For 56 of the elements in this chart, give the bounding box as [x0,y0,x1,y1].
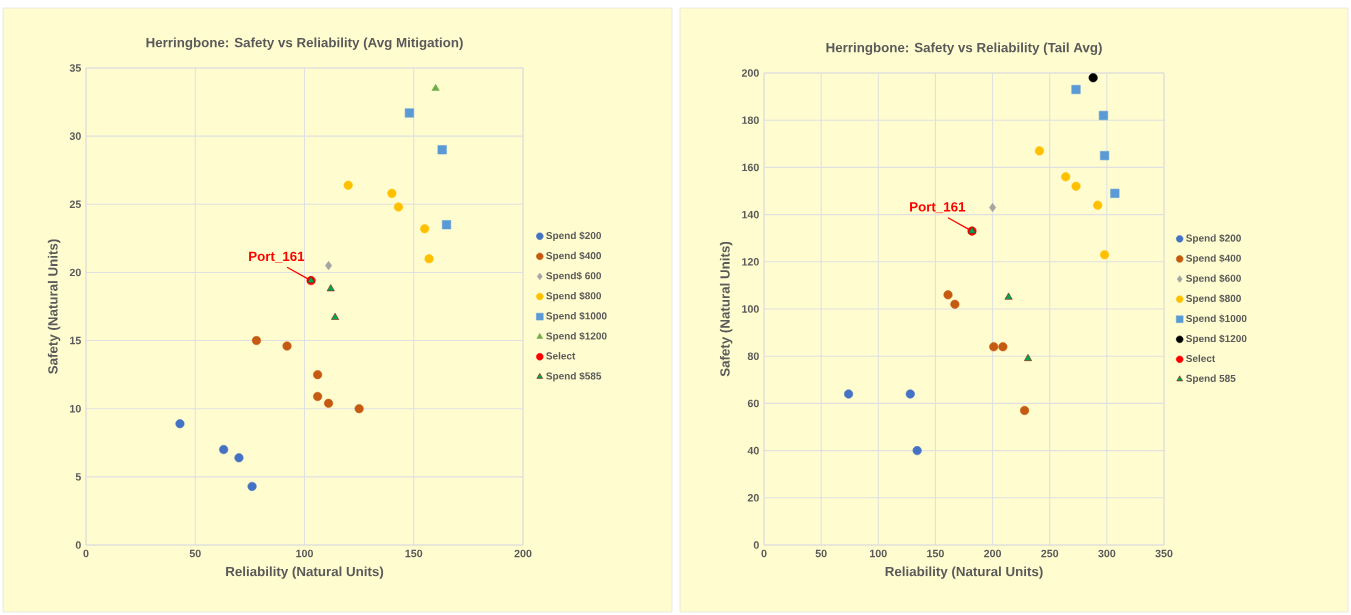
y-tick-label: 200 [741,69,759,77]
legend-label: Spend $1000 [1186,314,1247,324]
legend-label: Spend $200 [1186,234,1241,244]
legend-label: Spend$ 600 [546,271,602,282]
y-tick-label: 160 [742,163,759,172]
y-axis-title: Safety (Natural Units) [719,241,733,377]
chart-title: Herringbone: Safety vs Reliability (Tail Avg) [826,42,1102,55]
y-tick-label: 10 [70,404,81,413]
legend-label: Spend $1200 [1186,334,1247,345]
legend-label: Spend $1000 [546,311,607,322]
y-tick-label: 20 [69,268,81,277]
y-tick-label: 80 [747,352,759,360]
y-tick-label: 100 [742,305,759,313]
y-tick-label: 5 [75,473,81,481]
x-axis-title: Reliability (Natural Units) [226,566,384,579]
y-tick-label: 15 [70,336,81,345]
x-tick-label: 150 [927,549,944,558]
x-tick-label: 150 [405,549,423,558]
x-tick-label: 100 [296,549,313,558]
legend-label: Spend $200 [546,231,602,242]
x-tick-label: 250 [1041,549,1059,558]
x-tick-label: 200 [514,549,532,558]
annotation: Port_161 [249,251,305,263]
y-tick-label: 20 [747,494,759,502]
y-tick-label: 25 [69,200,81,209]
legend-label: Spend 585 [1186,374,1236,384]
y-tick-label: 60 [747,399,759,408]
legend-label: Spend $400 [1186,254,1241,264]
chart-title: Herringbone: Safety vs Reliability (Avg Mitigation) [146,37,463,50]
legend-label: Spend $800 [1186,294,1241,304]
x-tick-label: 350 [1155,549,1173,558]
x-tick-label: 200 [984,549,1002,558]
x-tick-label: 50 [189,549,201,558]
x-tick-label: 300 [1098,549,1116,558]
legend-label: Spend $1200 [546,332,607,342]
x-tick-label: 100 [870,549,887,558]
legend-label: Select [546,352,576,360]
annotation: Port_161 [910,202,966,214]
legend-label: Spend $585 [546,372,602,382]
legend-label: Select [1186,354,1216,363]
y-tick-label: 180 [742,116,759,124]
y-tick-label: 0 [75,541,81,549]
y-tick-label: 120 [742,258,759,266]
x-tick-label: 0 [761,549,767,558]
legend-label: Spend $600 [1186,274,1241,284]
y-tick-label: 40 [747,446,759,455]
y-tick-label: 140 [742,210,759,219]
y-tick-label: 0 [753,541,759,549]
x-tick-label: 50 [815,549,827,558]
x-axis-title: Reliability (Natural Units) [885,566,1043,579]
x-tick-label: 0 [83,549,89,558]
y-tick-label: 30 [69,132,81,140]
y-tick-label: 35 [69,64,81,72]
legend-label: Spend $800 [546,291,602,302]
y-axis-title: Safety (Natural Units) [47,239,61,374]
legend-label: Spend $400 [546,251,602,262]
